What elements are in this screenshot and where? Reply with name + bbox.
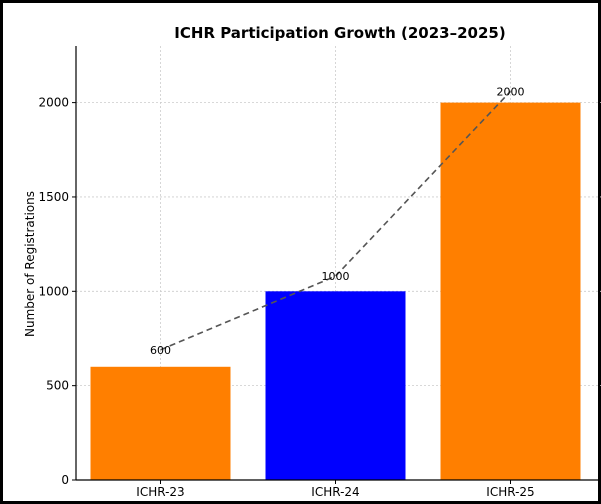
y-tick-label-4: 2000 — [38, 96, 69, 110]
y-axis-label: Number of Registrations — [23, 191, 37, 337]
data-label-2: 2000 — [497, 85, 525, 98]
y-tick-label-2: 1000 — [38, 284, 69, 298]
axes — [75, 46, 601, 481]
y-tick-label-1: 500 — [46, 379, 69, 393]
x-tick-label-0: ICHR-23 — [136, 485, 184, 499]
data-labels: 600 1000 2000 — [150, 85, 525, 357]
x-tick-label-2: ICHR-25 — [486, 485, 534, 499]
y-ticks: 0 500 1000 1500 2000 — [38, 96, 76, 487]
bar-ichr-24 — [265, 291, 406, 480]
bar-ichr-25 — [440, 102, 581, 480]
x-ticks: ICHR-23 ICHR-24 ICHR-25 — [136, 480, 535, 499]
data-label-1: 1000 — [322, 270, 350, 283]
y-tick-label-0: 0 — [61, 473, 69, 487]
x-tick-label-1: ICHR-24 — [311, 485, 359, 499]
bar-ichr-23 — [90, 366, 231, 480]
data-label-0: 600 — [150, 344, 171, 357]
trend-line — [160, 90, 512, 351]
trend-line-path — [160, 90, 512, 351]
y-tick-label-3: 1500 — [38, 190, 69, 204]
chart-title: ICHR Participation Growth (2023–2025) — [174, 24, 505, 42]
bars — [90, 102, 581, 480]
